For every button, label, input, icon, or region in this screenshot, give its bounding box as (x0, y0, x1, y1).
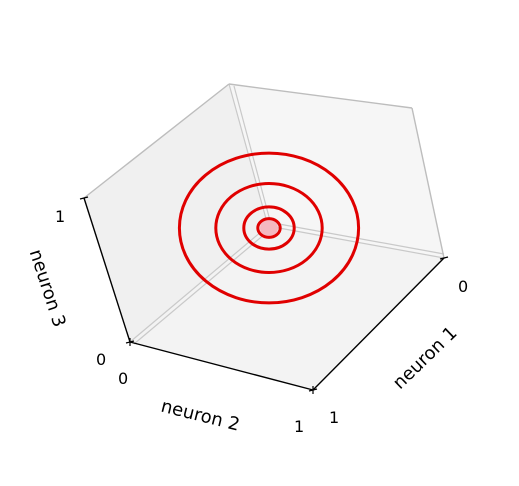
tick-mark (79, 196, 89, 200)
tick-mark (308, 388, 318, 392)
gridline (133, 227, 273, 345)
gridline (267, 221, 445, 255)
box-edge (228, 83, 413, 109)
pane-left (84, 84, 268, 342)
pane-floor (130, 226, 444, 390)
ring-1 (256, 217, 282, 239)
y-axis-label: neuron 2 (159, 396, 242, 436)
pane-right (229, 84, 444, 258)
z-tick-label-0: 0 (96, 350, 106, 369)
box-edge (83, 83, 230, 199)
z-axis-line (83, 197, 131, 343)
y-axis-line (129, 341, 314, 391)
gridline (129, 225, 269, 343)
z-axis-label: neuron 3 (25, 247, 70, 330)
y-tick-label-1: 1 (294, 417, 304, 436)
y-tick-label-0: 0 (118, 369, 128, 388)
tick-marks (79, 196, 449, 394)
axis-lines (83, 197, 445, 391)
x-axis-label: neuron 1 (389, 323, 461, 394)
x-tick-label-1: 1 (329, 408, 339, 427)
ring-3 (214, 182, 324, 274)
data-layer (177, 151, 361, 305)
gridline (233, 85, 273, 229)
ring-4 (177, 151, 361, 305)
x-tick-label-0: 0 (458, 277, 468, 296)
box-edge (411, 107, 445, 259)
ring-2 (242, 205, 296, 251)
x-axis-line (312, 257, 445, 391)
tick-mark (439, 256, 449, 260)
center-point (260, 219, 278, 237)
z-tick-label-1: 1 (55, 207, 65, 226)
box-edges (83, 83, 445, 259)
